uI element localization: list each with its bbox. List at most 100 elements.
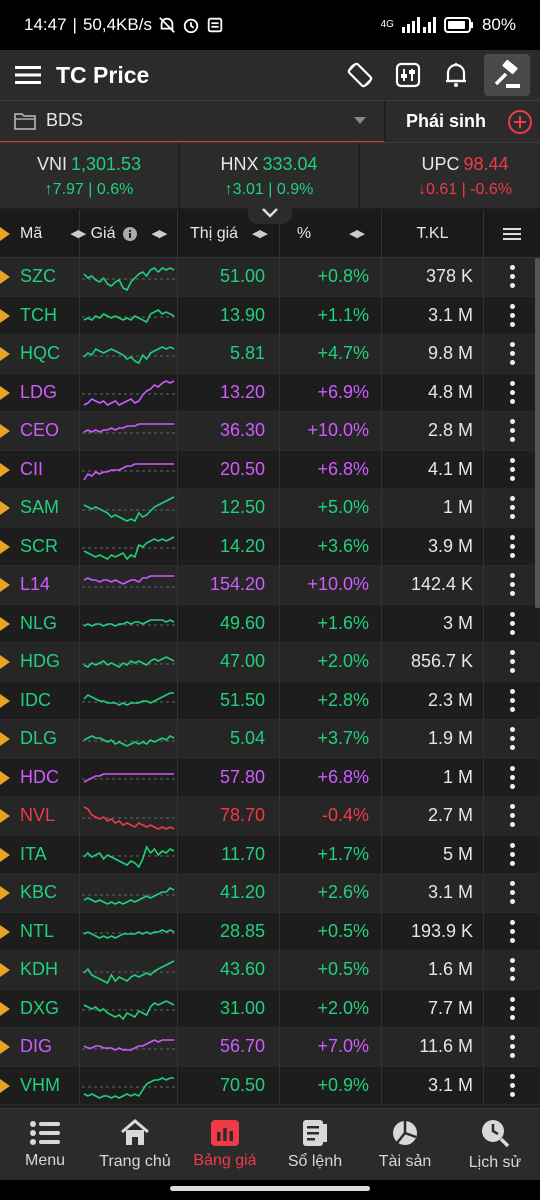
row-options-button[interactable] [484, 951, 540, 989]
flag-icon[interactable] [0, 693, 10, 708]
symbol-cell[interactable]: DIG [0, 1028, 80, 1066]
row-options-button[interactable] [484, 1028, 540, 1066]
symbol-cell[interactable]: DXG [0, 989, 80, 1027]
derivatives-tab[interactable]: Phái sinh [405, 111, 486, 131]
symbol-cell[interactable]: KDH [0, 951, 80, 989]
table-row[interactable]: CII 20.50 +6.8% 4.1 M [0, 450, 540, 489]
symbol-cell[interactable]: DLG [0, 720, 80, 758]
symbol-cell[interactable]: IDC [0, 681, 80, 719]
table-row[interactable]: TCH 13.90 +1.1% 3.1 M [0, 296, 540, 335]
swap-columns-icon[interactable]: ◀▶ [349, 228, 365, 240]
row-options-button[interactable] [484, 335, 540, 373]
flag-icon[interactable] [0, 809, 10, 823]
table-row[interactable]: DLG 5.04 +3.7% 1.9 M [0, 720, 540, 759]
table-row[interactable]: HDG 47.00 +2.0% 856.7 K [0, 643, 540, 682]
watchlist-dropdown[interactable]: BDS [0, 100, 386, 143]
nav-assets[interactable]: Tài sản [360, 1109, 450, 1180]
row-options-button[interactable] [484, 643, 540, 681]
table-row[interactable]: NVL 78.70 -0.4% 2.7 M [0, 797, 540, 836]
table-row[interactable]: HQC 5.81 +4.7% 9.8 M [0, 335, 540, 374]
symbol-cell[interactable]: NVL [0, 797, 80, 835]
symbol-cell[interactable]: SCR [0, 527, 80, 565]
row-options-button[interactable] [484, 374, 540, 412]
row-options-button[interactable] [484, 258, 540, 296]
table-row[interactable]: KBC 41.20 +2.6% 3.1 M [0, 874, 540, 913]
symbol-cell[interactable]: L14 [0, 566, 80, 604]
table-row[interactable]: CEO 36.30 +10.0% 2.8 M [0, 412, 540, 451]
nav-history[interactable]: Lịch sử [450, 1109, 540, 1180]
column-price-header[interactable]: Giá ◀▶ [80, 209, 178, 258]
symbol-cell[interactable]: HQC [0, 335, 80, 373]
flag-icon[interactable] [0, 385, 10, 400]
symbol-cell[interactable]: SZC [0, 258, 80, 296]
flag-icon[interactable] [0, 770, 10, 785]
flag-icon[interactable] [0, 1078, 10, 1093]
scrollbar[interactable] [535, 258, 540, 608]
table-row[interactable]: VHM 70.50 +0.9% 3.1 M [0, 1066, 540, 1105]
table-row[interactable]: LDG 13.20 +6.9% 4.8 M [0, 373, 540, 412]
table-row[interactable]: DXG 31.00 +2.0% 7.7 M [0, 989, 540, 1028]
row-options-button[interactable] [484, 759, 540, 797]
row-options-button[interactable] [484, 451, 540, 489]
flag-icon[interactable] [0, 655, 10, 669]
symbol-cell[interactable]: VHM [0, 1066, 80, 1104]
flag-icon[interactable] [0, 847, 10, 862]
row-options-button[interactable] [484, 682, 540, 720]
table-row[interactable]: HDC 57.80 +6.8% 1 M [0, 758, 540, 797]
row-options-button[interactable] [484, 489, 540, 527]
table-row[interactable]: DIG 56.70 +7.0% 11.6 M [0, 1028, 540, 1067]
table-row[interactable]: SCR 14.20 +3.6% 3.9 M [0, 527, 540, 566]
collapse-indexes-button[interactable] [248, 202, 292, 224]
row-options-button[interactable] [484, 566, 540, 604]
column-settings-button[interactable] [484, 210, 540, 258]
hamburger-menu-button[interactable] [0, 50, 56, 100]
info-icon[interactable] [123, 226, 138, 241]
flag-icon[interactable] [0, 732, 10, 746]
swap-columns-icon[interactable]: ◀▶ [151, 228, 167, 240]
row-options-button[interactable] [484, 720, 540, 758]
column-volume-header[interactable]: T.KL [382, 209, 484, 258]
flag-icon[interactable] [0, 1040, 10, 1054]
table-row[interactable]: KDH 43.60 +0.5% 1.6 M [0, 951, 540, 990]
table-row[interactable]: NLG 49.60 +1.6% 3 M [0, 604, 540, 643]
table-row[interactable]: SAM 12.50 +5.0% 1 M [0, 489, 540, 528]
symbol-cell[interactable]: TCH [0, 296, 80, 334]
flag-icon[interactable] [0, 347, 10, 361]
row-options-button[interactable] [484, 412, 540, 450]
nav-order-book[interactable]: Sổ lệnh [270, 1109, 360, 1180]
notifications-button[interactable] [432, 50, 480, 100]
swap-columns-icon[interactable]: ◀▶ [70, 228, 86, 240]
table-row[interactable]: NTL 28.85 +0.5% 193.9 K [0, 912, 540, 951]
row-options-button[interactable] [484, 874, 540, 912]
symbol-cell[interactable]: LDG [0, 373, 80, 411]
flag-icon[interactable] [0, 462, 10, 477]
add-watchlist-button[interactable] [500, 109, 540, 135]
flag-icon[interactable] [0, 501, 10, 515]
nav-home[interactable]: Trang chủ [90, 1109, 180, 1180]
flag-icon[interactable] [0, 424, 10, 438]
symbol-cell[interactable]: CII [0, 450, 80, 488]
auction-button[interactable] [484, 54, 530, 96]
symbol-cell[interactable]: HDG [0, 643, 80, 681]
symbol-cell[interactable]: NLG [0, 604, 80, 642]
row-options-button[interactable] [484, 990, 540, 1028]
symbol-cell[interactable]: NTL [0, 912, 80, 950]
row-options-button[interactable] [484, 913, 540, 951]
nav-menu[interactable]: Menu [0, 1109, 90, 1180]
swap-columns-icon[interactable]: ◀▶ [252, 228, 268, 240]
symbol-cell[interactable]: KBC [0, 874, 80, 912]
flag-icon[interactable] [0, 924, 10, 939]
flag-icon[interactable] [0, 963, 10, 977]
rotate-screen-button[interactable] [336, 50, 384, 100]
flag-icon[interactable] [0, 539, 10, 554]
row-options-button[interactable] [484, 797, 540, 835]
flag-icon[interactable] [0, 578, 10, 592]
nav-price-board[interactable]: Bảng giá [180, 1109, 270, 1180]
flag-icon[interactable] [0, 1001, 10, 1016]
table-row[interactable]: SZC 51.00 +0.8% 378 K [0, 258, 540, 297]
filter-settings-button[interactable] [384, 50, 432, 100]
flag-icon[interactable] [0, 270, 10, 284]
symbol-cell[interactable]: SAM [0, 489, 80, 527]
